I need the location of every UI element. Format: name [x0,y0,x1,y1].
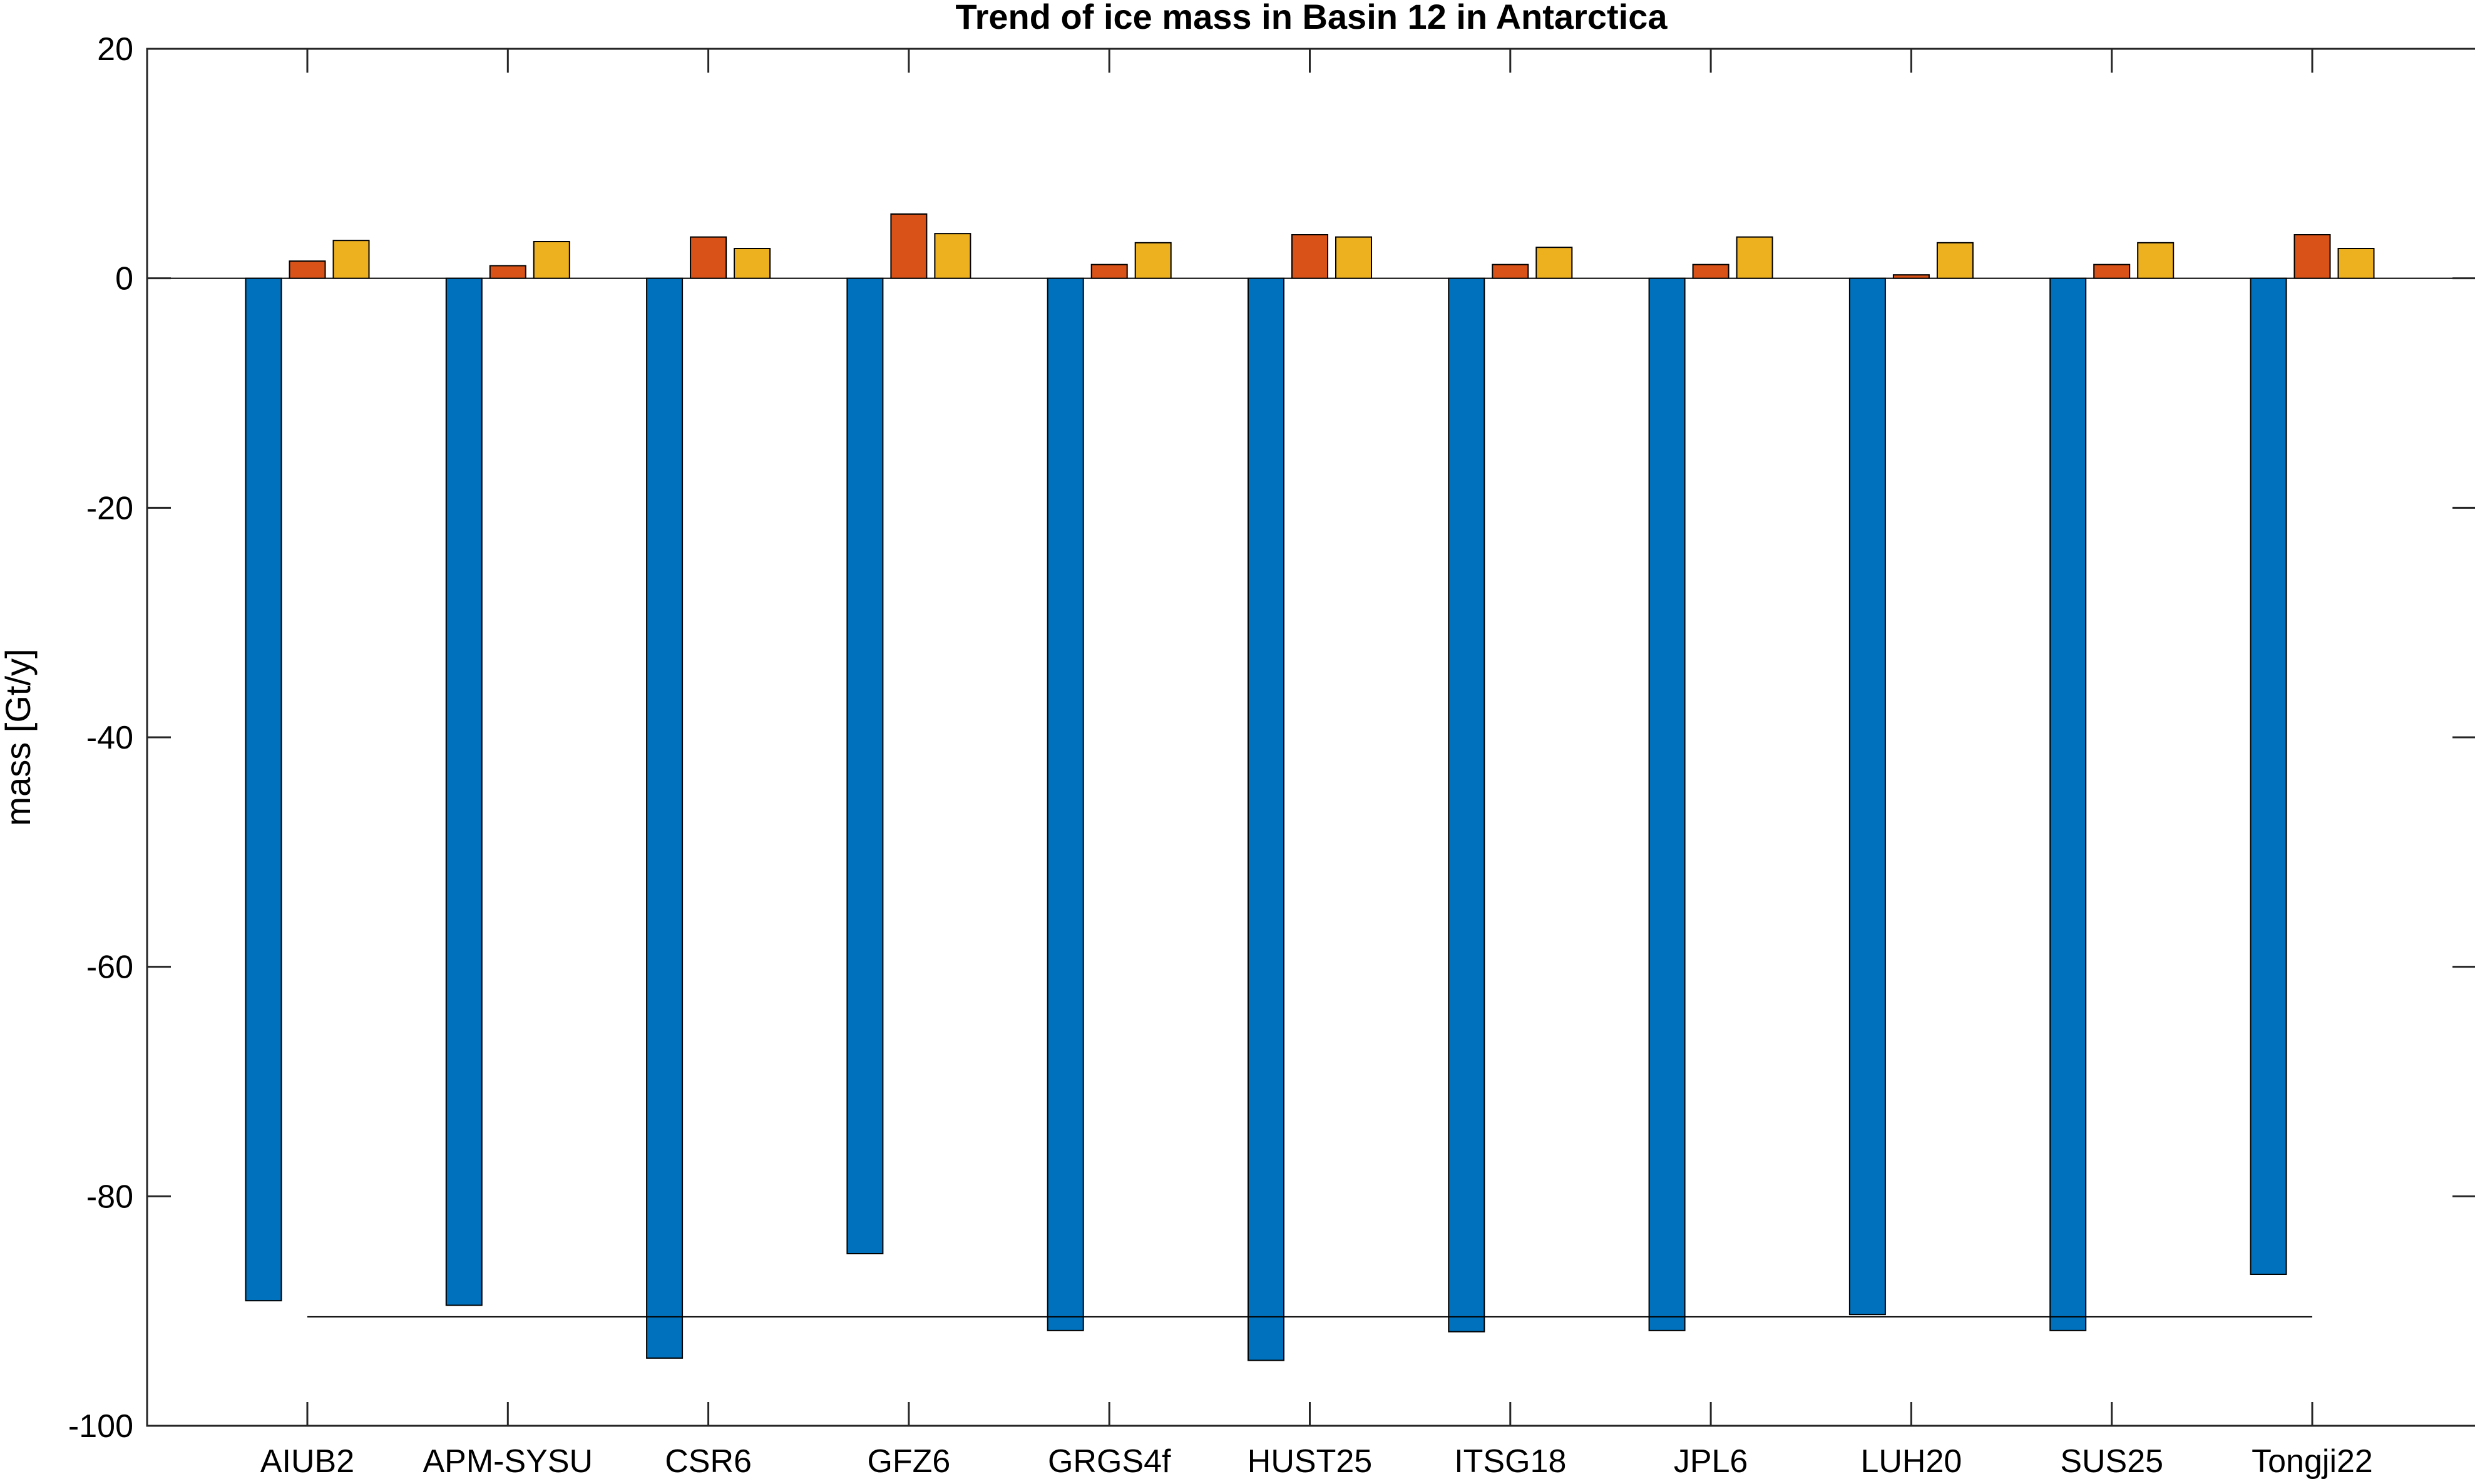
y-axis-label: mass [Gt/y] [0,648,38,826]
bar-series-2-CSR6 [690,236,727,279]
axis-ticks-layer: 20 0 -20 -40 -60 -80 -100 AIUB2 APM-SYSU CSR6 GFZ6… [68,31,2475,1480]
y-tick-label: -60 [86,949,133,986]
bar-series-2-LUH20 [1892,274,1930,279]
bars-layer [245,213,2375,1361]
x-tick-label-APM-SYSU: APM-SYSU [423,1443,593,1480]
x-tick-label-JPL6: JPL6 [1674,1443,1748,1480]
bar-series-1-JPL6 [1648,277,1686,1331]
plot-frame [146,48,2475,1427]
bar-series-1-GRGS4f [1047,277,1084,1331]
y-tick-label: -20 [86,490,133,526]
bar-series-1-GFZ6 [846,277,884,1255]
bar-series-2-APM-SYSU [489,265,526,279]
y-tick-label: -80 [86,1179,133,1215]
y-tick-label: -100 [68,1408,133,1445]
bar-series-3-Tongji22 [2337,248,2375,279]
x-tick-label-GRGS4f: GRGS4f [1048,1443,1171,1480]
bar-series-1-SUS25 [2049,277,2087,1331]
bar-series-2-GFZ6 [890,213,928,279]
bar-series-1-LUH20 [1848,277,1886,1316]
y-tick-label: 20 [97,31,133,68]
x-tick-label-GFZ6: GFZ6 [867,1443,950,1480]
bar-series-1-AIUB2 [245,277,282,1302]
bar-series-1-Tongji22 [2250,277,2287,1276]
bar-series-3-GRGS4f [1134,242,1172,279]
x-tick-label-SUS25: SUS25 [2060,1443,2163,1480]
bar-series-2-ITSG18 [1492,264,1529,279]
bar-series-3-LUH20 [1936,242,1974,279]
x-tick-label-Tongji22: Tongji22 [2252,1443,2373,1480]
x-tick-label-AIUB2: AIUB2 [260,1443,354,1480]
bar-series-1-ITSG18 [1448,277,1485,1333]
bar-series-2-JPL6 [1692,264,1729,279]
y-tick-label: 0 [115,261,133,297]
bar-series-2-SUS25 [2093,264,2131,279]
bar-series-3-HUST25 [1335,236,1372,279]
bar-series-2-AIUB2 [289,260,326,279]
bar-series-2-GRGS4f [1090,264,1128,279]
bar-series-1-HUST25 [1248,277,1284,1361]
bar-series-3-ITSG18 [1535,247,1573,279]
bar-series-3-APM-SYSU [533,241,570,279]
bar-series-1-APM-SYSU [445,277,483,1306]
x-tick-label-LUH20: LUH20 [1860,1443,1962,1480]
x-tick-label-ITSG18: ITSG18 [1454,1443,1566,1480]
chart-title: Trend of ice mass in Basin 12 in Antarct… [956,0,1668,36]
bar-series-3-GFZ6 [934,233,971,279]
bar-series-3-JPL6 [1736,236,1773,279]
bar-series-3-SUS25 [2137,242,2175,279]
bar-series-3-CSR6 [734,248,771,279]
bar-series-2-HUST25 [1291,234,1328,279]
bar-series-1-CSR6 [646,277,684,1359]
x-tick-label-CSR6: CSR6 [665,1443,752,1480]
bar-series-3-AIUB2 [332,240,370,279]
y-tick-label: -40 [86,720,133,756]
x-tick-label-HUST25: HUST25 [1248,1443,1372,1480]
bar-series-2-Tongji22 [2293,234,2331,279]
